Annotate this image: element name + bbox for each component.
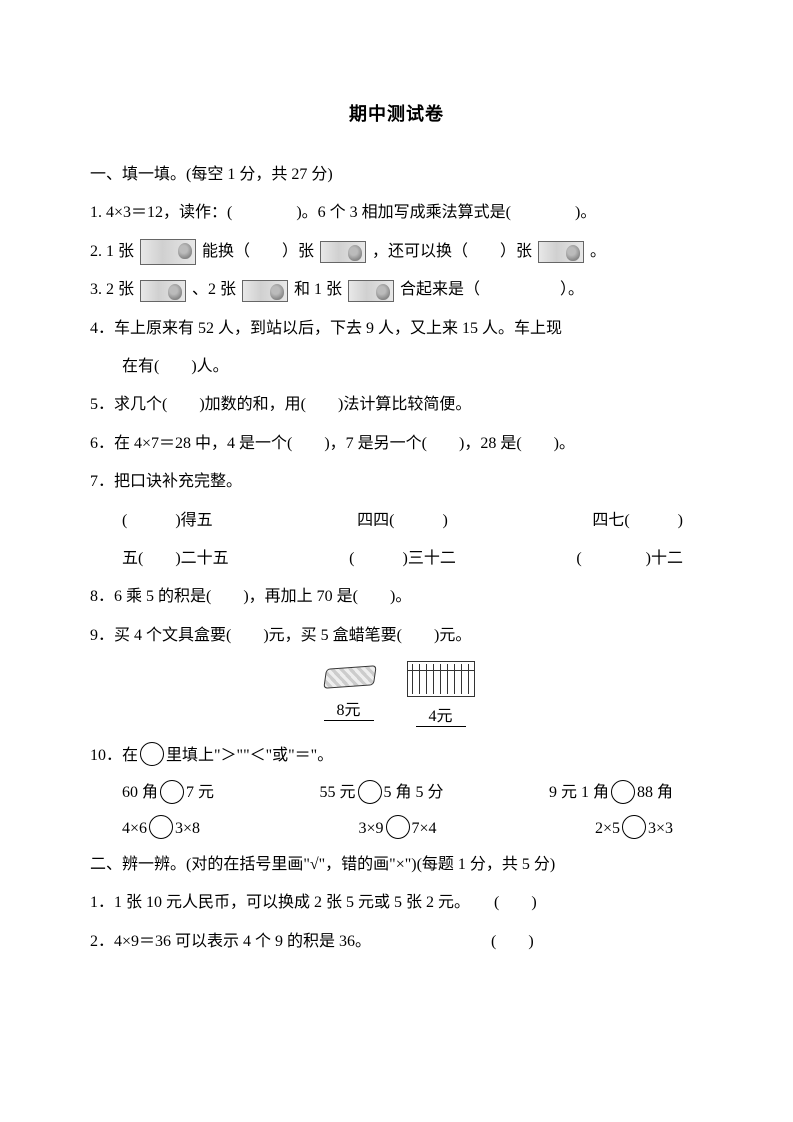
s2-q2: 2．4×9＝36 可以表示 4 个 9 的积是 36。 ( ) xyxy=(90,923,703,961)
q9: 9．买 4 个文具盒要( )元，买 5 盒蜡笔要( )元。 xyxy=(90,617,703,655)
q4-line2: 在有( )人。 xyxy=(90,348,703,386)
q10-r1a: 60 角 7 元 xyxy=(122,775,214,810)
q4-line1: 4．车上原来有 52 人，到站以后，下去 9 人，又上来 15 人。车上现 xyxy=(90,310,703,348)
q10-r1b-post: 5 角 5 分 xyxy=(384,784,444,801)
pencil-case-product: 8元 xyxy=(319,661,379,721)
price-pencil-case: 8元 xyxy=(324,696,374,721)
q7-row2: 五( )二十五 ( )三十二 ( )十二 xyxy=(90,540,703,578)
q10-r2a: 4×6 3×8 xyxy=(122,811,200,846)
q7-r2a: 五( )二十五 xyxy=(122,540,229,578)
circle-icon xyxy=(358,780,382,804)
q2-text-d: 。 xyxy=(590,243,606,260)
q10: 10．在 里填上"＞""＜"或"＝"。 xyxy=(90,737,703,775)
banknote-10yuan-icon xyxy=(140,239,196,265)
banknote-1yuan-b-icon xyxy=(242,280,288,302)
q2-text-a: 2. 1 张 xyxy=(90,243,134,260)
banknote-5yuan-b-icon xyxy=(140,280,186,302)
q10-r2a-post: 3×8 xyxy=(175,820,200,837)
page-title: 期中测试卷 xyxy=(90,100,703,126)
q10-r1a-post: 7 元 xyxy=(186,784,214,801)
q10-r2a-pre: 4×6 xyxy=(122,820,147,837)
q2-text-c: ，还可以换（ ）张 xyxy=(372,243,532,260)
q10-r2b-post: 7×4 xyxy=(412,820,437,837)
q10-row1: 60 角 7 元 55 元 5 角 5 分 9 元 1 角 88 角 xyxy=(90,775,703,810)
banknote-5yuan-icon xyxy=(320,241,366,263)
q10-row2: 4×6 3×8 3×9 7×4 2×5 3×3 xyxy=(90,811,703,846)
circle-icon xyxy=(149,815,173,839)
circle-icon xyxy=(386,815,410,839)
q10-r1b-pre: 55 元 xyxy=(319,784,355,801)
q3: 3. 2 张 、2 张 和 1 张 合起来是（ ）。 xyxy=(90,271,703,309)
q10-r2b: 3×9 7×4 xyxy=(358,811,436,846)
crayon-product: 4元 xyxy=(407,661,475,727)
q10-r2c-post: 3×3 xyxy=(648,820,673,837)
q5: 5．求几个( )加数的和，用( )法计算比较简便。 xyxy=(90,386,703,424)
q3-text-b: 、2 张 xyxy=(192,281,236,298)
q6: 6．在 4×7＝28 中，4 是一个( )，7 是另一个( )，28 是( )。 xyxy=(90,425,703,463)
q10-text-b: 里填上"＞""＜"或"＝"。 xyxy=(166,747,333,764)
q10-r1c-pre: 9 元 1 角 xyxy=(549,784,609,801)
q7-r2b: ( )三十二 xyxy=(349,540,456,578)
q8: 8．6 乘 5 的积是( )，再加上 70 是( )。 xyxy=(90,578,703,616)
q10-r2c-pre: 2×5 xyxy=(595,820,620,837)
q3-text-c: 和 1 张 xyxy=(294,281,342,298)
q3-text-d: 合起来是（ ）。 xyxy=(400,281,584,298)
section2-heading: 二、辨一辨。(对的在括号里画"√"，错的画"×")(每题 1 分，共 5 分) xyxy=(90,846,703,884)
q1: 1. 4×3＝12，读作：( )。6 个 3 相加写成乘法算式是( )。 xyxy=(90,194,703,232)
q10-r1c-post: 88 角 xyxy=(637,784,673,801)
product-images: 8元 4元 xyxy=(90,661,703,727)
banknote-1yuan-icon xyxy=(538,241,584,263)
q10-r1a-pre: 60 角 xyxy=(122,784,158,801)
q2-text-b: 能换（ ）张 xyxy=(202,243,314,260)
crayon-box-icon xyxy=(407,661,475,697)
price-crayon: 4元 xyxy=(416,702,466,727)
q10-r2b-pre: 3×9 xyxy=(358,820,383,837)
q7-r1b: 四四( ) xyxy=(357,502,448,540)
pencil-case-icon xyxy=(319,661,379,691)
q3-text-a: 3. 2 张 xyxy=(90,281,134,298)
circle-icon xyxy=(160,780,184,804)
q7-r1c: 四七( ) xyxy=(592,502,683,540)
exam-page: 期中测试卷 一、填一填。(每空 1 分，共 27 分) 1. 4×3＝12，读作… xyxy=(0,0,793,1122)
q7: 7．把口诀补充完整。 xyxy=(90,463,703,501)
q10-text-a: 10．在 xyxy=(90,747,138,764)
q10-r1c: 9 元 1 角 88 角 xyxy=(549,775,673,810)
q10-r2c: 2×5 3×3 xyxy=(595,811,673,846)
circle-icon xyxy=(611,780,635,804)
section1-heading: 一、填一填。(每空 1 分，共 27 分) xyxy=(90,156,703,194)
q7-row1: ( )得五 四四( ) 四七( ) xyxy=(90,502,703,540)
circle-icon xyxy=(622,815,646,839)
banknote-5jiao-icon xyxy=(348,280,394,302)
q2: 2. 1 张 能换（ ）张 ，还可以换（ ）张 。 xyxy=(90,233,703,271)
q10-r1b: 55 元 5 角 5 分 xyxy=(319,775,443,810)
circle-icon xyxy=(140,742,164,766)
s2-q1: 1．1 张 10 元人民币，可以换成 2 张 5 元或 5 张 2 元。 ( ) xyxy=(90,884,703,922)
q7-r2c: ( )十二 xyxy=(576,540,683,578)
q7-r1a: ( )得五 xyxy=(122,502,213,540)
